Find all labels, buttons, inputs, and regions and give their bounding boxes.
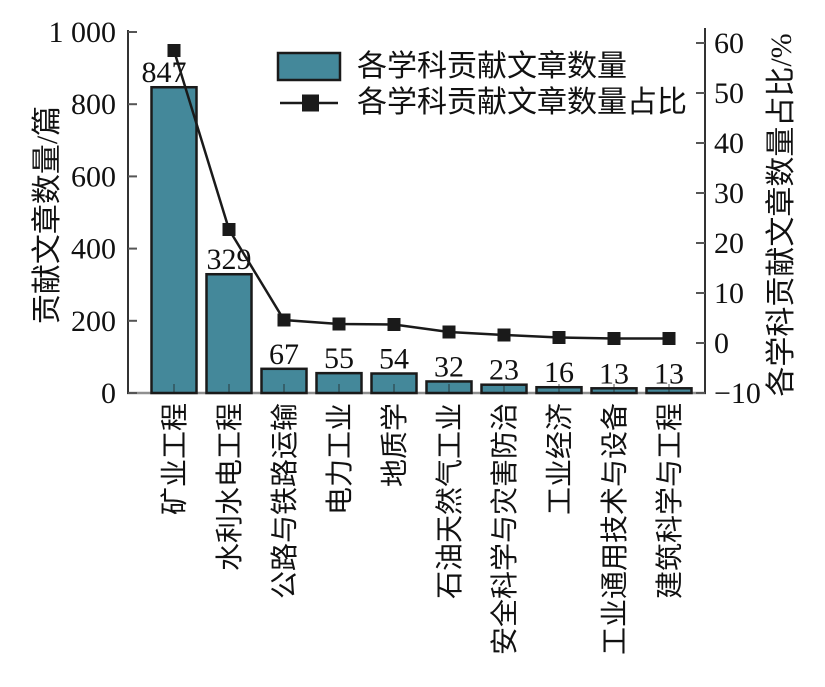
legend-bar-swatch [276,51,342,82]
legend-line-marker-icon [302,94,319,112]
line-marker [277,313,291,327]
left-axis-tick-label: 800 [71,88,116,121]
x-category-label: 矿业工程 [159,403,191,515]
right-axis-tick-label: 30 [714,177,744,210]
right-axis-tick-label: 60 [714,27,744,60]
right-axis-tick-label: 0 [714,327,729,360]
bar [315,371,363,395]
legend-bar-label: 各学科贡献文章数量 [357,50,627,83]
bar-value-label: 23 [489,354,519,387]
bar-value-label: 13 [654,357,684,390]
right-axis-title: 各学科贡献文章数量占比/% [765,33,798,396]
line-marker [222,223,236,236]
line-marker [662,332,676,345]
bar-value-label: 16 [544,356,574,389]
line-marker [552,331,566,344]
bar-value-label: 67 [269,338,299,371]
bar-value-label: 54 [379,343,409,376]
line-marker [167,44,181,57]
left-axis-tick-label: 600 [71,160,116,193]
x-category-label: 工业通用技术与设备 [599,403,631,655]
x-category-label: 电力工业 [324,403,356,515]
x-category-label: 水利水电工程 [214,403,246,571]
line-marker [497,328,511,342]
right-axis-tick-label: 20 [714,227,744,260]
x-category-label: 建筑科学与工程 [654,403,686,599]
percent-line [172,50,669,340]
right-axis-tick-label: 40 [714,127,744,160]
left-axis-tick-label: 1 000 [49,16,117,49]
right-axis-tick-label: 50 [714,77,744,110]
left-axis-title: 贡献文章数量/篇 [31,106,64,324]
bar [150,85,198,395]
bar [205,272,253,395]
x-category-label: 石油天然气工业 [434,403,466,599]
line-marker [332,317,346,331]
bar [370,372,418,395]
line-marker [442,325,456,339]
legend-line-label: 各学科贡献文章数量占比 [357,86,687,119]
bar-value-label: 32 [434,350,464,383]
bar-value-label: 55 [324,342,354,375]
bar-value-label: 329 [207,243,252,276]
left-axis-tick-label: 200 [71,305,116,338]
x-category-label: 地质学 [379,403,411,487]
right-axis-tick-label: 10 [714,277,744,310]
left-axis-tick-label: 400 [71,233,116,266]
line-marker [387,318,401,331]
left-axis-tick-label: 0 [101,377,116,410]
bar-value-label: 847 [142,56,187,89]
right-axis-tick-label: −10 [714,377,761,410]
x-category-label: 安全科学与灾害防治 [489,403,521,655]
x-category-label: 公路与铁路运输 [269,403,301,599]
bar-value-label: 13 [599,357,629,390]
line-marker [607,332,621,345]
x-category-label: 工业经济 [544,403,576,515]
